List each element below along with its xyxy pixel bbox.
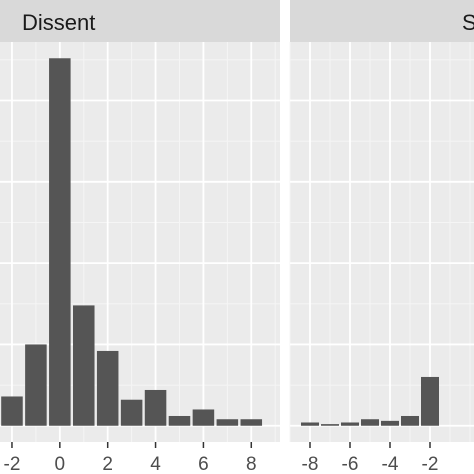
histogram-bar [421, 376, 439, 426]
facet-strip-dissent [0, 0, 280, 42]
histogram-bar [72, 305, 95, 426]
x-tick-label: -2 [4, 454, 21, 474]
histogram-bar [321, 424, 339, 426]
x-tick-label: 0 [55, 454, 66, 474]
x-axis-dissent: -2 0 2 4 6 8 [4, 442, 257, 474]
histogram-bar [216, 419, 239, 426]
x-tick-label: -2 [422, 454, 439, 474]
facet-strip-s [290, 0, 474, 42]
facet-title-s: S [462, 10, 474, 35]
x-tick-label: 6 [198, 454, 209, 474]
plot-panel-s [290, 42, 474, 442]
bars-dissent [1, 58, 263, 426]
histogram-bar [96, 350, 119, 426]
histogram-bar [144, 389, 167, 426]
x-tick-label: -6 [342, 454, 359, 474]
histogram-bar [381, 420, 399, 426]
histogram-bar [25, 344, 47, 426]
x-tick-label: -4 [382, 454, 399, 474]
histogram-bar [401, 415, 419, 426]
histogram-bar [168, 415, 191, 426]
histogram-bar [49, 58, 71, 426]
facet-s: S -8 -6 -4 -2 [289, 0, 474, 474]
x-tick-label: 4 [150, 454, 161, 474]
histogram-bar [1, 396, 23, 426]
histogram-bar [192, 409, 215, 426]
histogram-bar [341, 422, 359, 426]
histogram-bar [240, 419, 263, 426]
x-axis-s: -8 -6 -4 -2 [302, 442, 439, 474]
bars-s [301, 376, 439, 426]
x-tick-label: -8 [302, 454, 319, 474]
facet-dissent: Dissent -2 0 2 4 6 8 [0, 0, 280, 474]
x-tick-label: 2 [102, 454, 113, 474]
histogram-bar [301, 422, 319, 426]
facet-title-dissent: Dissent [22, 10, 95, 35]
gridlines-s [289, 42, 474, 442]
x-tick-label: 8 [246, 454, 257, 474]
histogram-bar [120, 399, 143, 426]
histogram-bar [361, 419, 379, 426]
plot-panel-dissent [0, 42, 280, 442]
